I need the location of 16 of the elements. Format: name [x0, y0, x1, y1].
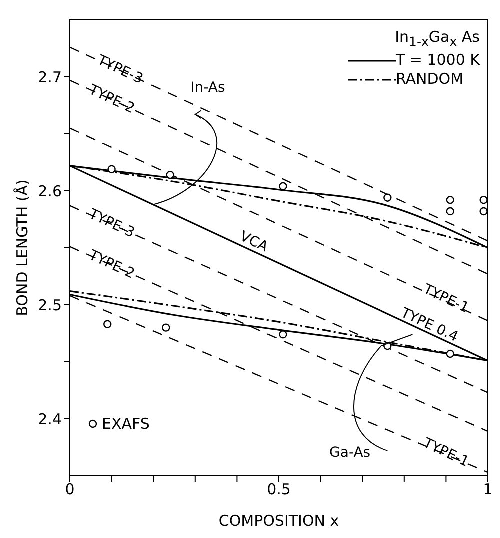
y-axis-title: BOND LENGTH (Å): [13, 180, 32, 316]
y-tick-label: 2.6: [38, 182, 62, 200]
annotation: VCA: [238, 228, 271, 256]
x-axis-title: COMPOSITION x: [218, 512, 340, 530]
y-tick-label: 2.5: [38, 296, 62, 314]
x-tick-label: 0.5: [267, 480, 291, 499]
y-tick-label: 2.7: [38, 68, 62, 86]
annotation: Ga-As: [330, 445, 371, 462]
legend-label: EXAFS: [102, 414, 150, 434]
legend-label: T = 1000 K: [396, 51, 480, 70]
x-tick-label: 1: [483, 480, 493, 499]
x-tick-label: 0: [65, 480, 75, 499]
legend-title: In$_{1-x}$Ga$_{x}$ As: [394, 28, 480, 51]
y-tick-label: 2.4: [38, 410, 62, 428]
legend-label: RANDOM: [396, 70, 464, 89]
annotation: In-As: [190, 80, 226, 96]
